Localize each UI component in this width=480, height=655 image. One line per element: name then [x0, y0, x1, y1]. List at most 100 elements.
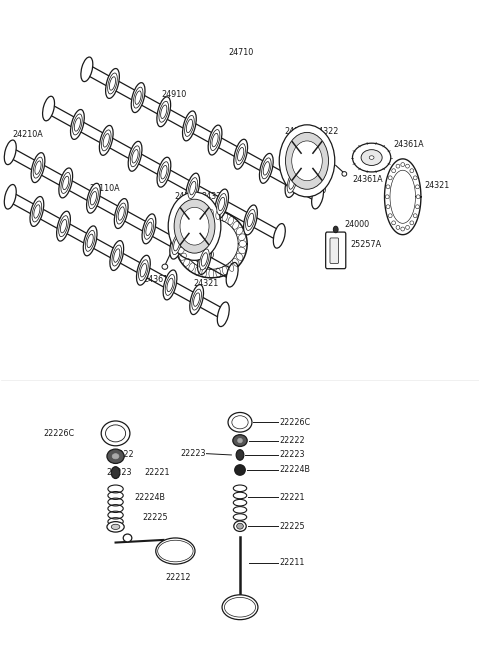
Ellipse shape [208, 125, 222, 155]
Ellipse shape [156, 538, 195, 564]
Ellipse shape [108, 73, 117, 94]
Ellipse shape [260, 153, 273, 183]
Text: 24210A: 24210A [12, 130, 43, 138]
Ellipse shape [361, 149, 382, 166]
Text: 22211: 22211 [279, 558, 305, 567]
Ellipse shape [236, 450, 244, 460]
Text: 24322: 24322 [201, 193, 227, 201]
Ellipse shape [186, 173, 200, 203]
Ellipse shape [72, 114, 82, 135]
Ellipse shape [57, 211, 71, 241]
Ellipse shape [132, 149, 138, 163]
Ellipse shape [103, 134, 109, 147]
Ellipse shape [106, 69, 120, 98]
Ellipse shape [161, 105, 167, 119]
Ellipse shape [286, 132, 328, 189]
Ellipse shape [163, 270, 177, 300]
Text: 22226C: 22226C [44, 429, 75, 438]
Ellipse shape [292, 141, 322, 181]
Text: 22222: 22222 [279, 436, 305, 445]
Ellipse shape [263, 162, 269, 175]
Ellipse shape [111, 467, 120, 479]
Ellipse shape [61, 172, 71, 193]
Text: 22223: 22223 [106, 468, 132, 477]
Ellipse shape [262, 158, 271, 179]
Ellipse shape [312, 184, 324, 209]
Ellipse shape [237, 523, 243, 529]
Ellipse shape [33, 157, 43, 178]
Ellipse shape [172, 234, 181, 255]
Ellipse shape [285, 168, 299, 197]
Ellipse shape [185, 115, 194, 136]
Ellipse shape [235, 465, 245, 476]
Ellipse shape [139, 260, 148, 281]
Text: 22221: 22221 [144, 468, 170, 477]
Ellipse shape [342, 172, 347, 176]
Ellipse shape [128, 141, 142, 171]
Ellipse shape [59, 215, 68, 236]
Ellipse shape [87, 234, 93, 248]
Ellipse shape [110, 240, 124, 271]
Ellipse shape [31, 153, 45, 183]
Ellipse shape [81, 57, 93, 82]
Ellipse shape [212, 134, 218, 147]
Ellipse shape [279, 125, 335, 197]
Text: 24361A: 24361A [352, 176, 383, 184]
Text: 22225: 22225 [142, 513, 168, 521]
Ellipse shape [174, 237, 180, 251]
Text: 22212: 22212 [165, 572, 191, 582]
FancyBboxPatch shape [330, 238, 338, 263]
Ellipse shape [186, 119, 192, 133]
Ellipse shape [130, 146, 140, 167]
Ellipse shape [157, 540, 193, 562]
Ellipse shape [233, 435, 247, 447]
Ellipse shape [210, 130, 220, 151]
Ellipse shape [74, 118, 81, 131]
Text: 22223: 22223 [180, 449, 205, 458]
Ellipse shape [162, 264, 168, 269]
Text: 24321: 24321 [194, 279, 219, 288]
Ellipse shape [168, 192, 221, 260]
Ellipse shape [140, 263, 146, 277]
Ellipse shape [232, 416, 248, 429]
Ellipse shape [174, 199, 215, 253]
Text: 22221: 22221 [279, 493, 305, 502]
Text: 24710: 24710 [228, 48, 253, 58]
Ellipse shape [135, 91, 141, 104]
Ellipse shape [114, 198, 128, 229]
Ellipse shape [238, 147, 244, 161]
Ellipse shape [289, 176, 295, 189]
Ellipse shape [236, 143, 245, 164]
Ellipse shape [218, 197, 225, 211]
Ellipse shape [107, 521, 124, 532]
Ellipse shape [90, 191, 96, 205]
Ellipse shape [32, 201, 42, 222]
Ellipse shape [217, 302, 229, 327]
Ellipse shape [89, 188, 98, 209]
Text: 24350: 24350 [301, 186, 327, 195]
Ellipse shape [247, 214, 253, 227]
Text: 24350: 24350 [189, 251, 215, 260]
Text: 24141: 24141 [175, 193, 200, 201]
Ellipse shape [369, 156, 374, 159]
Ellipse shape [107, 449, 124, 464]
Text: 24000: 24000 [344, 219, 370, 229]
Text: 24321: 24321 [424, 181, 449, 189]
Ellipse shape [243, 205, 257, 235]
Ellipse shape [190, 285, 204, 314]
Ellipse shape [4, 185, 16, 209]
Ellipse shape [159, 162, 169, 183]
Ellipse shape [101, 421, 130, 446]
Ellipse shape [59, 168, 72, 198]
Ellipse shape [60, 219, 67, 233]
Ellipse shape [112, 245, 121, 266]
Ellipse shape [201, 253, 207, 266]
Ellipse shape [200, 249, 209, 270]
Ellipse shape [43, 96, 55, 121]
Ellipse shape [83, 226, 97, 256]
Ellipse shape [165, 274, 175, 295]
Ellipse shape [217, 194, 227, 214]
Ellipse shape [167, 278, 173, 291]
Ellipse shape [273, 223, 285, 248]
Ellipse shape [118, 207, 124, 220]
